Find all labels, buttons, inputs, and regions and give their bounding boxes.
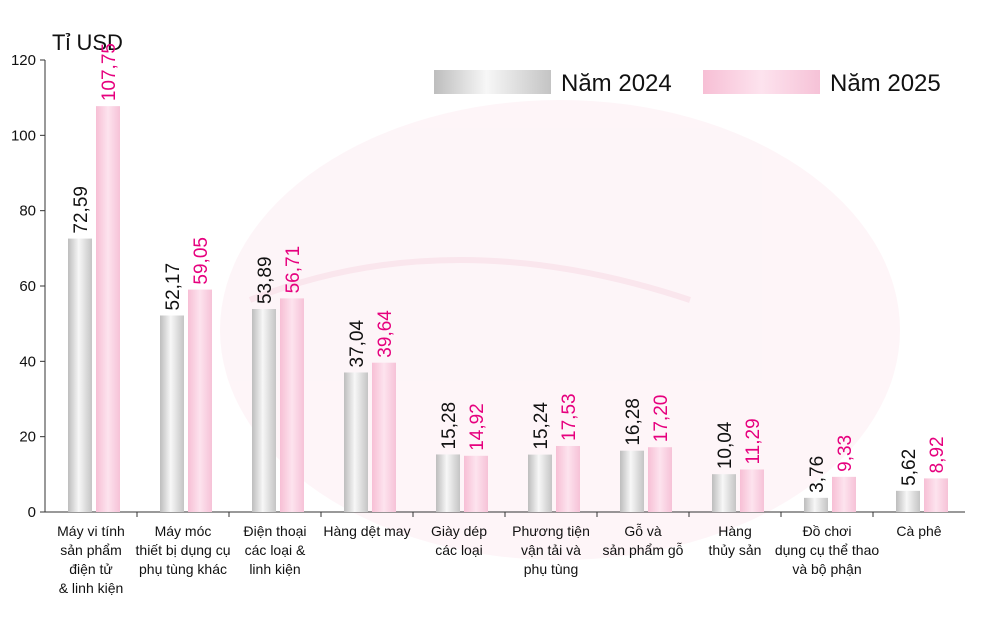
data-label: 52,17 [163,263,184,311]
bar-2025 [740,469,764,512]
y-tick-label: 20 [19,429,36,446]
bar-2025 [648,447,672,512]
x-tick-label: Điện thoại các loại & linh kiện [243,523,306,577]
y-tick-label: 60 [19,278,36,295]
y-tick-label: 120 [11,52,36,69]
data-label: 11,29 [743,418,764,464]
y-tick-label: 100 [11,127,36,144]
x-tick-label: Gỗ và sản phẩm gỗ [603,523,684,558]
bar-2024 [896,490,920,512]
data-label: 5,62 [899,449,920,486]
bar-2024 [712,474,736,512]
data-label: 15,24 [531,402,552,450]
x-tick-label: Hàng dệt may [323,523,410,539]
data-label: 10,04 [715,421,736,469]
y-tick-label: 40 [19,353,36,370]
legend-label: Năm 2025 [830,70,941,97]
bar-2025 [464,455,488,512]
data-label: 37,04 [347,320,368,368]
x-tick-label: Cà phê [896,523,941,539]
x-tick-label: Máy vi tính sản phẩm điện tử & linh kiện [57,523,125,596]
data-label: 53,89 [255,256,276,304]
bar-2024 [344,372,368,512]
data-label: 15,28 [439,402,460,450]
data-label: 17,53 [559,393,580,441]
x-tick-label: Giày dép các loại [431,523,487,558]
legend-label: Năm 2024 [561,70,672,97]
bar-2025 [556,445,580,512]
legend-swatch [703,70,820,94]
x-tick-label: Hàng thủy sản [709,523,762,558]
data-label: 3,76 [807,456,828,493]
data-label: 16,28 [623,398,644,446]
bar-2025 [372,362,396,512]
bar-2024 [436,454,460,512]
data-label: 72,59 [71,186,92,234]
y-tick-label: 80 [19,203,36,220]
bar-2024 [68,238,92,512]
data-label: 8,92 [927,436,948,473]
data-label: 39,64 [375,310,396,358]
data-label: 56,71 [283,246,304,294]
bar-2025 [832,476,856,512]
x-tick-label: Đồ chơi dụng cụ thể thao và bộ phận [775,523,880,577]
bar-2025 [188,289,212,512]
data-label: 14,92 [467,403,488,451]
data-label: 107,75 [99,43,120,101]
bar-2025 [96,106,120,513]
y-tick-label: 0 [28,504,36,521]
data-label: 59,05 [191,237,212,285]
legend-swatch [434,70,551,94]
x-tick-label: Phương tiện vận tải và phụ tùng [512,523,590,577]
bar-2024 [252,309,276,512]
bar-2024 [528,454,552,512]
bar-2024 [620,450,644,512]
bar-2024 [160,315,184,512]
bar-2024 [804,497,828,512]
data-label: 17,20 [651,395,672,443]
bar-2025 [280,298,304,512]
legend: Năm 2024 Năm 2025 [434,70,941,97]
bar-2025 [924,478,948,512]
x-tick-label: Máy móc thiết bị dụng cụ phụ tùng khác [136,523,231,577]
data-label: 9,33 [835,435,856,472]
y-axis-title: Tỉ USD [52,30,123,55]
